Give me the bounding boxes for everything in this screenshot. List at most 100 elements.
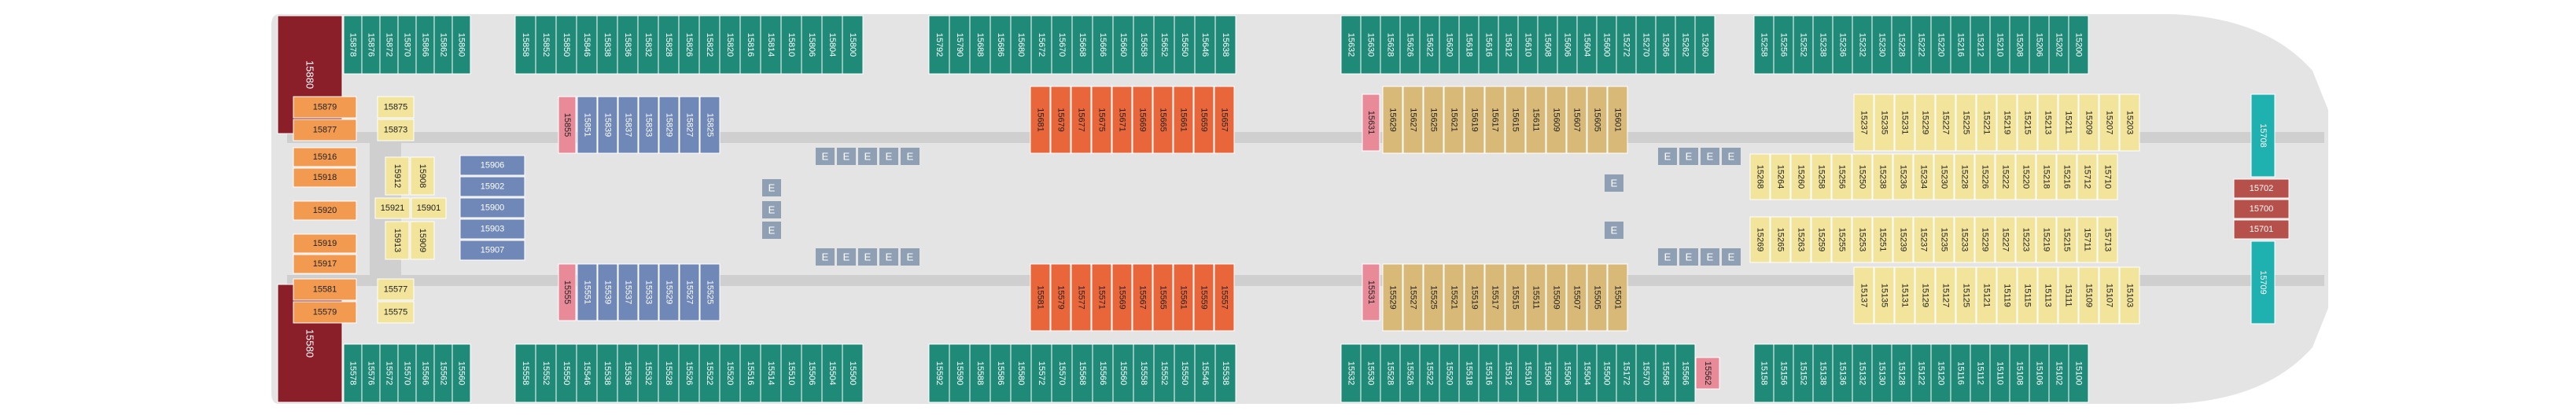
cabin-box[interactable] <box>679 96 700 154</box>
cabin-box[interactable] <box>821 343 843 403</box>
cabin-15552[interactable]: 15552 <box>1153 343 1175 403</box>
cabin-box[interactable] <box>1976 266 1997 324</box>
cabin-15877[interactable]: 15877 <box>293 119 357 141</box>
cabin-box[interactable] <box>1382 86 1403 154</box>
cabin-box[interactable] <box>2017 266 2038 324</box>
cabin-box[interactable] <box>1753 343 1774 403</box>
cabin-box[interactable] <box>1112 15 1134 75</box>
cabin-15851[interactable]: 15851 <box>577 96 598 154</box>
cabin-15516[interactable]: 15516 <box>739 343 761 403</box>
cabin-box[interactable] <box>1913 153 1934 200</box>
cabin-15265[interactable]: 15265 <box>1770 216 1791 263</box>
cabin-15650[interactable]: 15650 <box>1174 15 1196 75</box>
cabin-15916[interactable]: 15916 <box>293 147 357 167</box>
cabin-15230[interactable]: 15230 <box>1933 153 1955 200</box>
cabin-box[interactable] <box>1635 15 1657 75</box>
cabin-box[interactable] <box>411 197 447 219</box>
cabin-box[interactable] <box>617 15 639 75</box>
cabin-15577[interactable]: 15577 <box>1071 263 1092 332</box>
cabin-box[interactable] <box>1976 94 1997 152</box>
cabin-box[interactable] <box>1380 343 1401 403</box>
cabin-box[interactable] <box>2078 94 2099 152</box>
cabin-15521[interactable]: 15521 <box>1443 263 1465 332</box>
cabin-15560[interactable]: 15560 <box>1112 343 1134 403</box>
cabin-box[interactable] <box>1050 263 1071 332</box>
cabin-box[interactable] <box>377 96 415 119</box>
cabin-box[interactable] <box>698 343 720 403</box>
cabin-box[interactable] <box>638 263 659 321</box>
cabin-15860[interactable]: 15860 <box>451 15 471 75</box>
cabin-15560[interactable]: 15560 <box>451 343 471 403</box>
cabin-box[interactable] <box>2250 240 2276 324</box>
cabin-15615[interactable]: 15615 <box>1505 86 1526 154</box>
cabin-box[interactable] <box>1914 94 1936 152</box>
cabin-15122[interactable]: 15122 <box>1911 343 1932 403</box>
cabin-box[interactable] <box>293 254 357 274</box>
cabin-15527[interactable]: 15527 <box>679 263 700 321</box>
cabin-box[interactable] <box>374 197 411 219</box>
cabin-15627[interactable]: 15627 <box>1402 86 1424 154</box>
cabin-box[interactable] <box>1133 15 1155 75</box>
cabin-box[interactable] <box>2078 266 2099 324</box>
cabin-15203[interactable]: 15203 <box>2119 94 2140 152</box>
cabin-15550[interactable]: 15550 <box>555 343 577 403</box>
cabin-15580[interactable]: 15580 <box>1010 343 1032 403</box>
cabin-15233[interactable]: 15233 <box>1954 216 1975 263</box>
cabin-box[interactable] <box>1790 153 1811 200</box>
cabin-15507[interactable]: 15507 <box>1566 263 1587 332</box>
cabin-15221[interactable]: 15221 <box>1976 94 1997 152</box>
cabin-15518[interactable]: 15518 <box>1458 343 1480 403</box>
cabin-15500[interactable]: 15500 <box>1596 343 1617 403</box>
cabin-15562[interactable]: 15562 <box>433 343 453 403</box>
cabin-15121[interactable]: 15121 <box>1976 266 1997 324</box>
cabin-box[interactable] <box>1092 15 1114 75</box>
cabin-box[interactable] <box>1831 153 1852 200</box>
cabin-15229[interactable]: 15229 <box>1974 216 1996 263</box>
cabin-box[interactable] <box>1402 86 1424 154</box>
cabin-box[interactable] <box>1749 216 1771 263</box>
cabin-box[interactable] <box>1111 86 1133 154</box>
cabin-box[interactable] <box>1832 15 1853 75</box>
cabin-15903[interactable]: 15903 <box>459 218 525 240</box>
cabin-15546[interactable]: 15546 <box>576 343 598 403</box>
cabin-box[interactable] <box>989 15 1012 75</box>
cabin-15501[interactable]: 15501 <box>1607 263 1628 332</box>
cabin-box[interactable] <box>1399 343 1421 403</box>
cabin-box[interactable] <box>293 147 357 167</box>
cabin-box[interactable] <box>1566 86 1587 154</box>
cabin-15158[interactable]: 15158 <box>1753 343 1774 403</box>
cabin-box[interactable] <box>2058 94 2079 152</box>
cabin-15129[interactable]: 15129 <box>1914 266 1936 324</box>
cabin-15790[interactable]: 15790 <box>949 15 971 75</box>
cabin-15127[interactable]: 15127 <box>1935 266 1956 324</box>
cabin-15621[interactable]: 15621 <box>1443 86 1465 154</box>
cabin-15660[interactable]: 15660 <box>1112 15 1134 75</box>
cabin-box[interactable] <box>1071 263 1092 332</box>
cabin-15658[interactable]: 15658 <box>1133 15 1155 75</box>
cabin-box[interactable] <box>1525 86 1546 154</box>
cabin-box[interactable] <box>1423 263 1444 332</box>
cabin-box[interactable] <box>1996 266 2018 324</box>
cabin-box[interactable] <box>2097 216 2118 263</box>
cabin-15829[interactable]: 15829 <box>658 96 680 154</box>
cabin-15251[interactable]: 15251 <box>1872 216 1893 263</box>
cabin-box[interactable] <box>1811 216 1832 263</box>
cabin-15832[interactable]: 15832 <box>637 15 659 75</box>
cabin-15855[interactable]: 15855 <box>558 96 577 154</box>
cabin-15225[interactable]: 15225 <box>1955 94 1977 152</box>
cabin-box[interactable] <box>377 119 415 141</box>
cabin-box[interactable] <box>1030 86 1051 154</box>
cabin-15260[interactable]: 15260 <box>1694 15 1715 75</box>
cabin-15216[interactable]: 15216 <box>2056 153 2077 200</box>
cabin-15700[interactable]: 15700 <box>2233 199 2290 219</box>
cabin-box[interactable] <box>410 156 435 196</box>
cabin-15659[interactable]: 15659 <box>1193 86 1214 154</box>
cabin-box[interactable] <box>1537 343 1558 403</box>
cabin-15528[interactable]: 15528 <box>1380 343 1401 403</box>
cabin-15570[interactable]: 15570 <box>1635 343 1657 403</box>
cabin-box[interactable] <box>459 218 525 240</box>
cabin-15258[interactable]: 15258 <box>1811 153 1832 200</box>
cabin-box[interactable] <box>1607 86 1628 154</box>
cabin-15838[interactable]: 15838 <box>596 15 618 75</box>
cabin-15108[interactable]: 15108 <box>2009 343 2030 403</box>
